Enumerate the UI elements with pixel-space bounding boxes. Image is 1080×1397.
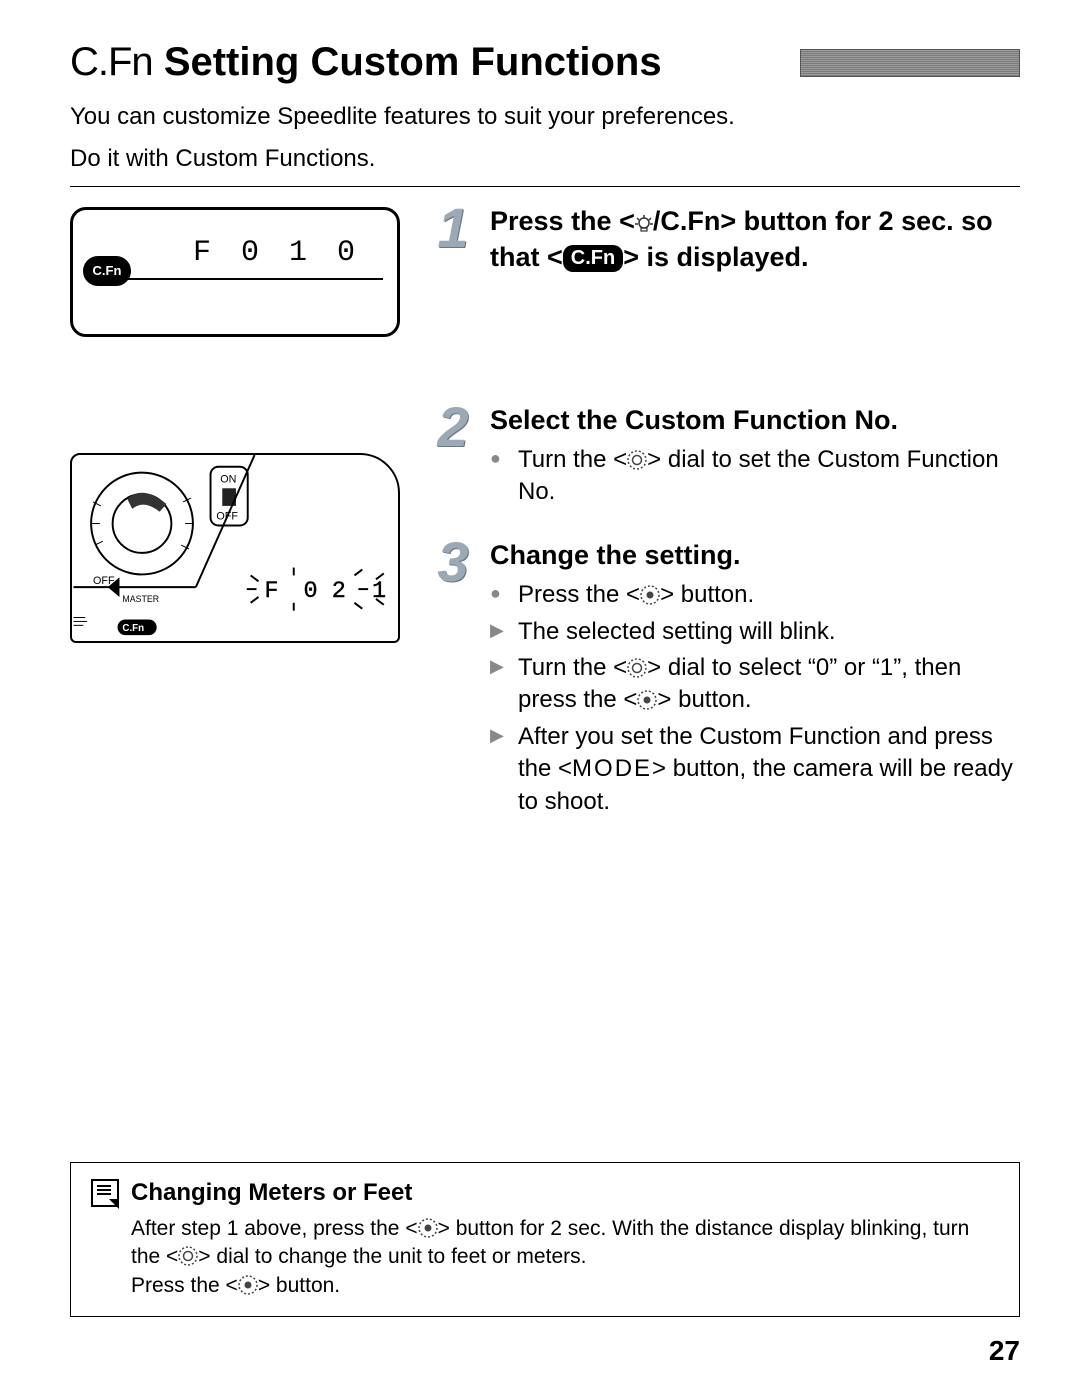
cfn-inline-badge: C.Fn [563,245,623,272]
title-decorative-bar [800,49,1020,77]
cfn-badge-icon: C.Fn [83,256,131,286]
t: > button. [258,1274,340,1297]
step-1-title: Press the </C.Fn> button for 2 sec. so t… [490,203,1020,276]
step-3-bullet-3: Turn the <> dial to select “0” or “1”, t… [490,652,1020,717]
step-2-title: Select the Custom Function No. [490,402,1020,438]
t: Press the < [518,581,640,608]
set-button-icon [418,1218,438,1238]
t: > dial to change the unit to feet or met… [198,1245,586,1268]
step-number-2: 2 [430,402,476,513]
footnote-box: Changing Meters or Feet After step 1 abo… [70,1162,1020,1317]
lcd-illustration: F 0 1 0 C.Fn [70,207,400,337]
footnote-title: Changing Meters or Feet [131,1179,412,1207]
t: > button. [657,686,751,713]
set-button-icon [238,1275,258,1295]
t: Turn the < [518,654,627,681]
set-button-icon [637,690,657,710]
step-3-bullet-2: The selected setting will blink. [490,616,1020,648]
svg-text:0 2: 0 2 [304,578,346,605]
intro-line-2: Do it with Custom Functions. [70,143,1020,175]
step-number-3: 3 [430,537,476,822]
step-3-bullet-1: Press the < > button. [490,579,1020,611]
step-number-1: 1 [430,203,476,282]
page-title-row: C.Fn Setting Custom Functions [70,40,1020,85]
step-1-title-a: Press the < [490,206,635,236]
mode-label: MODE [572,755,652,782]
steps-area: F 0 1 0 C.Fn ON OFF OFF MASTER C.Fn [70,203,1020,822]
step-3-title: Change the setting. [490,537,1020,573]
step-3-bullet-4: After you set the Custom Function and pr… [490,721,1020,818]
set-button-icon [640,585,660,605]
step-1: 1 Press the </C.Fn> button for 2 sec. so… [430,203,1020,282]
dial-icon [627,658,647,678]
step-1-title-c: > is displayed. [623,242,808,272]
footnote-body: After step 1 above, press the <> button … [91,1215,999,1300]
page-number: 27 [989,1335,1020,1367]
title-main: Setting Custom Functions [164,40,662,84]
note-icon [91,1179,119,1207]
t: Turn the < [518,446,627,473]
lamp-icon [635,215,653,233]
t: > button. [660,581,754,608]
intro-line-1: You can customize Speedlite features to … [70,101,1020,133]
camera-back-illustration: ON OFF OFF MASTER C.Fn F 0 2 1 [70,453,400,643]
lcd-divider [113,278,383,280]
svg-text:ON: ON [220,473,236,485]
t: After step 1 above, press the < [131,1217,418,1240]
section-divider [70,186,1020,187]
svg-text:C.Fn: C.Fn [122,623,144,634]
svg-text:MASTER: MASTER [122,594,159,604]
step-2: 2 Select the Custom Function No. Turn th… [430,402,1020,513]
page-title: C.Fn Setting Custom Functions [70,40,662,85]
step-3: 3 Change the setting. Press the < > butto… [430,537,1020,822]
lcd-text: F 0 1 0 [193,236,361,270]
step-2-bullet-1: Turn the <> dial to set the Custom Funct… [490,444,1020,509]
t: Press the < [131,1274,238,1297]
dial-icon [178,1246,198,1266]
dial-icon [627,450,647,470]
title-prefix: C.Fn [70,40,153,84]
svg-text:F: F [264,578,278,605]
